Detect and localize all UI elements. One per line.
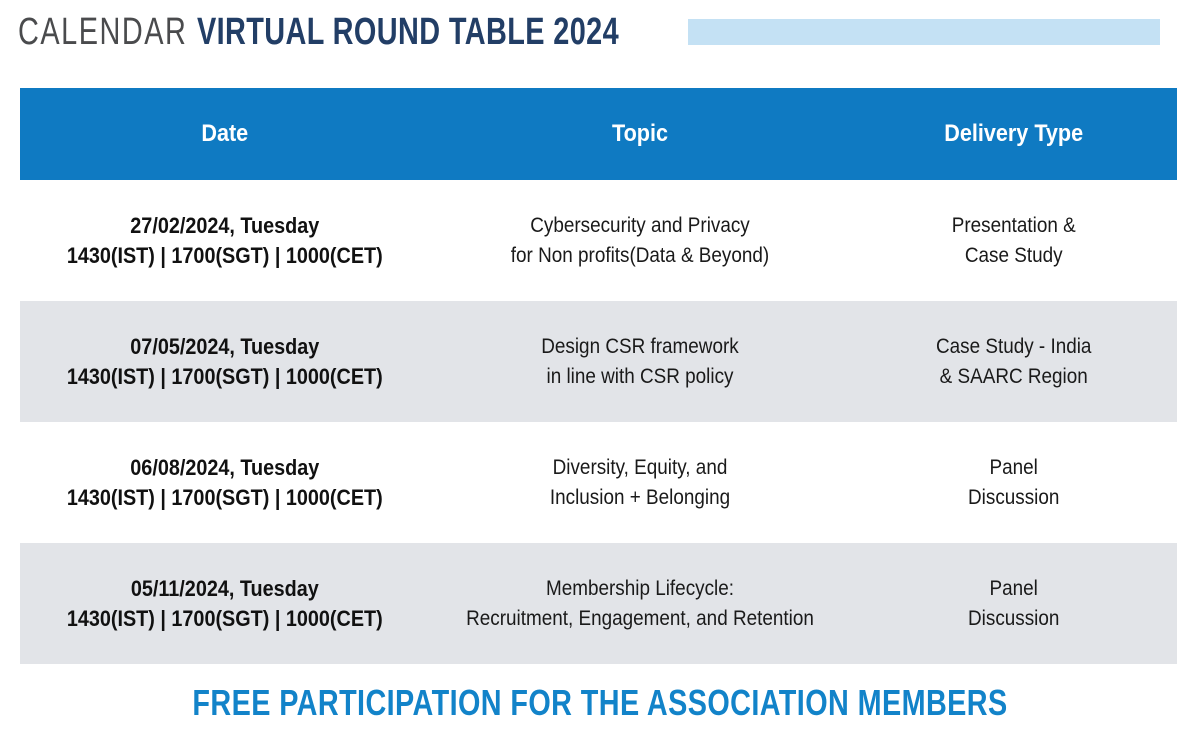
row-topic: Cybersecurity and Privacy for Non profit… bbox=[451, 211, 829, 271]
topic-line: Membership Lifecycle: bbox=[545, 576, 734, 600]
page-title-main: VIRTUAL ROUND TABLE 2024 bbox=[196, 11, 620, 53]
topic-line: Inclusion + Belonging bbox=[549, 485, 730, 509]
table-row: 27/02/2024, Tuesday 1430(IST) | 1700(SGT… bbox=[20, 180, 1177, 301]
row-delivery-type: Panel Discussion bbox=[866, 574, 1161, 634]
time-line: 1430(IST) | 1700(SGT) | 1000(CET) bbox=[66, 484, 383, 510]
page-title: CALENDAR VIRTUAL ROUND TABLE 2024 bbox=[18, 12, 619, 52]
delivery-line: Case Study - India bbox=[935, 334, 1092, 358]
row-delivery-type: Presentation & Case Study bbox=[866, 211, 1161, 271]
table-row: 07/05/2024, Tuesday 1430(IST) | 1700(SGT… bbox=[20, 301, 1177, 422]
row-topic: Design CSR framework in line with CSR po… bbox=[451, 332, 829, 392]
topic-line: Design CSR framework bbox=[540, 334, 739, 358]
table-row: 05/11/2024, Tuesday 1430(IST) | 1700(SGT… bbox=[20, 543, 1177, 664]
delivery-line: Discussion bbox=[967, 606, 1059, 630]
table-row: 06/08/2024, Tuesday 1430(IST) | 1700(SGT… bbox=[20, 422, 1177, 543]
topic-line: Recruitment, Engagement, and Retention bbox=[465, 606, 814, 630]
topic-line: Diversity, Equity, and bbox=[552, 455, 727, 479]
date-line: 06/08/2024, Tuesday bbox=[130, 454, 320, 480]
time-line: 1430(IST) | 1700(SGT) | 1000(CET) bbox=[66, 363, 383, 389]
date-line: 07/05/2024, Tuesday bbox=[130, 333, 320, 359]
delivery-line: Discussion bbox=[967, 485, 1059, 509]
topic-line: for Non profits(Data & Beyond) bbox=[510, 243, 769, 267]
row-date: 05/11/2024, Tuesday 1430(IST) | 1700(SGT… bbox=[40, 574, 409, 634]
page-title-prefix: CALENDAR bbox=[18, 11, 197, 53]
topic-line: in line with CSR policy bbox=[546, 364, 734, 388]
date-line: 05/11/2024, Tuesday bbox=[130, 575, 319, 601]
row-date: 27/02/2024, Tuesday 1430(IST) | 1700(SGT… bbox=[40, 211, 409, 271]
date-line: 27/02/2024, Tuesday bbox=[130, 212, 320, 238]
column-header-delivery-type: Delivery Type bbox=[943, 120, 1083, 147]
schedule-table: Date Topic Delivery Type 27/02/2024, Tue… bbox=[20, 88, 1177, 664]
delivery-line: Panel bbox=[989, 455, 1038, 479]
table-header-row: Date Topic Delivery Type bbox=[20, 88, 1177, 180]
time-line: 1430(IST) | 1700(SGT) | 1000(CET) bbox=[66, 605, 383, 631]
row-delivery-type: Panel Discussion bbox=[866, 453, 1161, 513]
delivery-line: Case Study bbox=[964, 243, 1063, 267]
delivery-line: Panel bbox=[989, 576, 1038, 600]
row-topic: Membership Lifecycle: Recruitment, Engag… bbox=[451, 574, 829, 634]
row-delivery-type: Case Study - India & SAARC Region bbox=[866, 332, 1161, 392]
delivery-line: Presentation & bbox=[951, 213, 1076, 237]
topic-line: Cybersecurity and Privacy bbox=[529, 213, 750, 237]
delivery-line: & SAARC Region bbox=[939, 364, 1088, 388]
row-date: 06/08/2024, Tuesday 1430(IST) | 1700(SGT… bbox=[40, 453, 409, 513]
time-line: 1430(IST) | 1700(SGT) | 1000(CET) bbox=[66, 242, 383, 268]
row-date: 07/05/2024, Tuesday 1430(IST) | 1700(SGT… bbox=[40, 332, 409, 392]
title-accent-bar bbox=[688, 19, 1160, 45]
column-header-topic: Topic bbox=[611, 120, 668, 147]
row-topic: Diversity, Equity, and Inclusion + Belon… bbox=[451, 453, 829, 513]
column-header-date: Date bbox=[201, 120, 249, 147]
footer-banner-text: FREE PARTICIPATION FOR THE ASSOCIATION M… bbox=[192, 682, 1008, 723]
